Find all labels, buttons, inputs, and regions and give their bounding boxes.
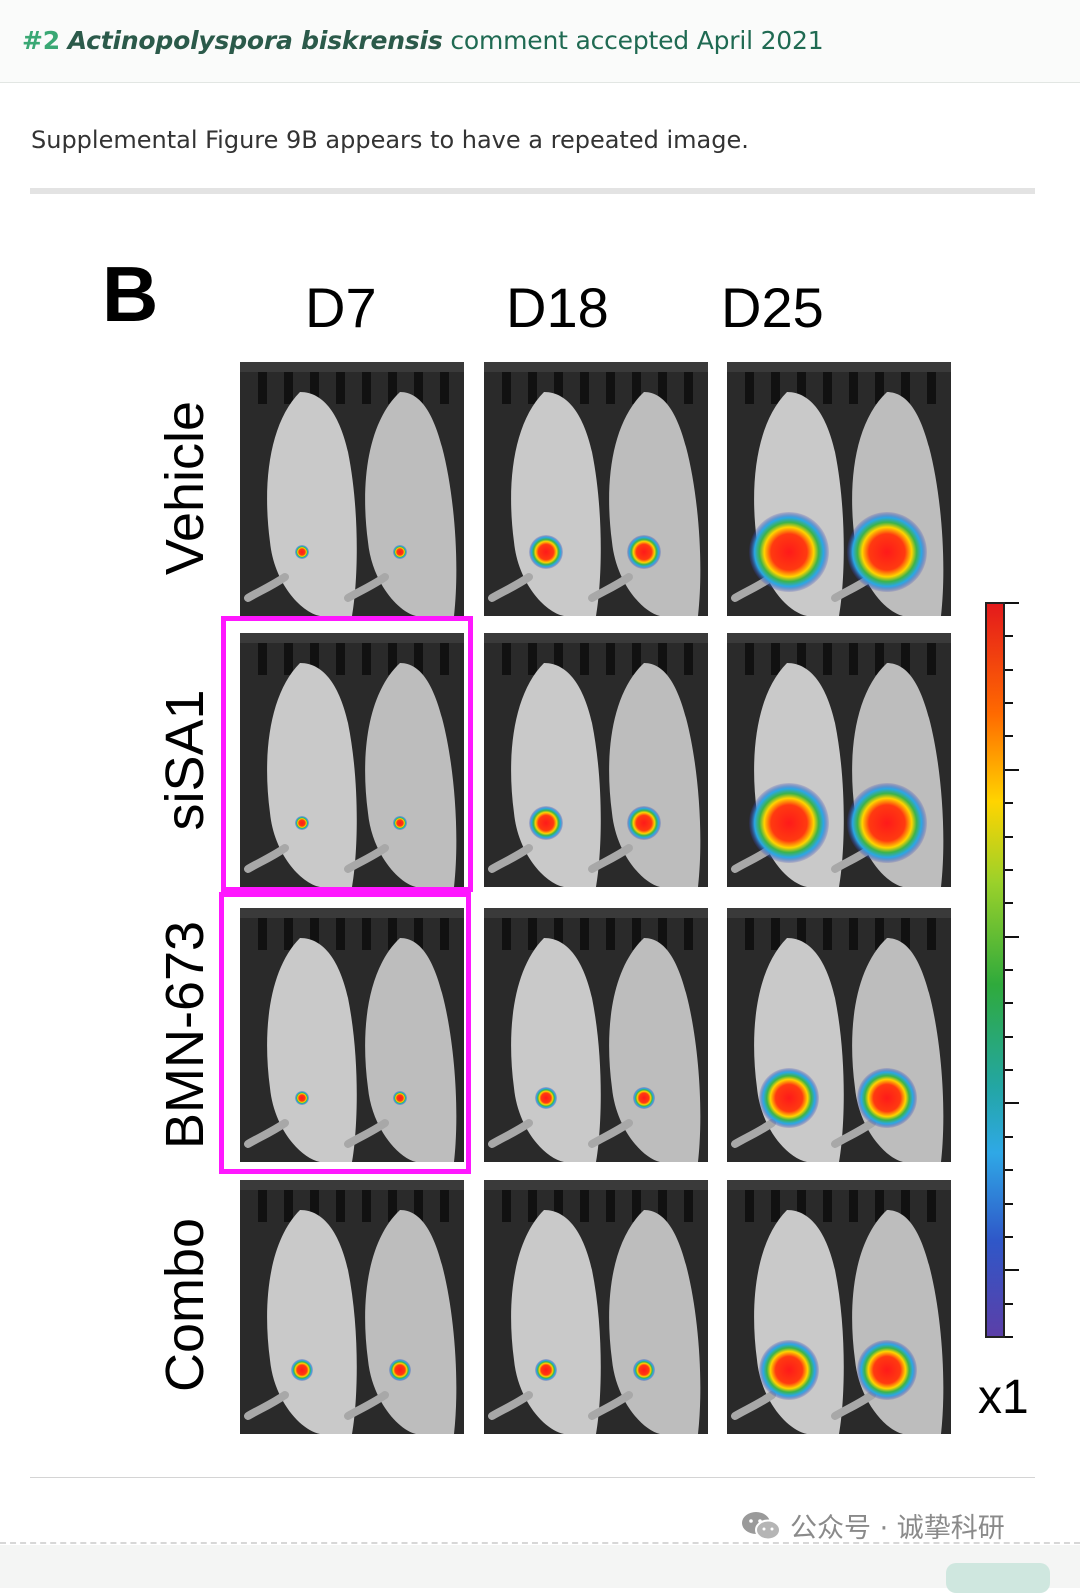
panel-letter: B (102, 250, 159, 338)
colorbar-tick (1005, 802, 1013, 805)
colorbar-ticks (1005, 602, 1019, 1338)
watermark-text: 公众号 · 诚挚科研 (790, 1513, 1005, 1544)
colorbar-tick (1005, 1135, 1013, 1138)
tile-bmn-673-d18 (484, 908, 708, 1162)
watermark: 公众号 · 诚挚科研 (740, 1506, 1005, 1545)
column-label-d7: D7 (305, 276, 377, 339)
colorbar-tick (1005, 668, 1013, 671)
comment-body: Supplemental Figure 9B appears to have a… (31, 126, 749, 154)
divider-bottom (30, 1477, 1035, 1478)
tile-sisa1-d25 (727, 633, 951, 887)
tile-sisa1-d18 (484, 633, 708, 887)
colorbar-tick (1005, 868, 1013, 871)
colorbar-tick (1005, 1069, 1013, 1072)
colorbar-tick (1005, 1035, 1013, 1038)
footer-bar (0, 1545, 1080, 1593)
colorbar-tick (1005, 735, 1013, 738)
colorbar-tick (1005, 1169, 1013, 1172)
colorbar-tick (1005, 1269, 1019, 1272)
tile-vehicle-d18 (484, 362, 708, 616)
colorbar-tick (1005, 1102, 1019, 1105)
tile-bmn-673-d7 (240, 908, 464, 1162)
comment-header: #2 Actinopolyspora biskrensis comment ac… (0, 0, 1080, 83)
row-label-bmn-673: BMN-673 (155, 920, 215, 1150)
tile-sisa1-d7 (240, 633, 464, 887)
colorbar-tick (1005, 1302, 1013, 1305)
comment-author[interactable]: Actinopolyspora biskrensis (67, 26, 443, 55)
colorbar-tick (1005, 935, 1019, 938)
dashed-separator (0, 1542, 1080, 1544)
tile-combo-d25 (727, 1180, 951, 1434)
colorbar-tick (1005, 1002, 1013, 1005)
tile-combo-d18 (484, 1180, 708, 1434)
comment-title: #2 Actinopolyspora biskrensis comment ac… (22, 26, 824, 55)
tile-combo-d7 (240, 1180, 464, 1434)
tile-bmn-673-d25 (727, 908, 951, 1162)
colorbar-tick (1005, 635, 1013, 638)
tile-vehicle-d7 (240, 362, 464, 616)
row-label-combo: Combo (155, 1217, 215, 1393)
supplemental-figure-9b: B D7 D18 D25 Vehicle siSA1 BMN-673 Combo… (0, 230, 1080, 1460)
row-label-vehicle: Vehicle (155, 400, 215, 576)
colorbar-tick (1005, 902, 1013, 905)
tile-vehicle-d25 (727, 362, 951, 616)
wechat-icon (742, 1511, 781, 1540)
row-label-sisa1: siSA1 (155, 689, 215, 831)
footer-button[interactable] (946, 1563, 1050, 1593)
colorbar-tick (1005, 702, 1013, 705)
intensity-colorbar (985, 602, 1005, 1338)
column-label-d25: D25 (721, 276, 824, 339)
colorbar-tick (1005, 969, 1013, 971)
duplicate-highlight-bmn-673-d7 (219, 892, 471, 1174)
colorbar-scale-label: x1 (978, 1371, 1029, 1424)
colorbar-tick (1005, 1336, 1013, 1338)
colorbar-tick (1005, 835, 1013, 838)
comment-status: comment accepted April 2021 (450, 26, 824, 55)
column-label-d18: D18 (506, 276, 609, 339)
colorbar-tick (1005, 602, 1019, 604)
colorbar-tick (1005, 1235, 1013, 1238)
colorbar-tick (1005, 1202, 1013, 1205)
divider-top (30, 188, 1035, 194)
comment-number[interactable]: #2 (22, 26, 60, 55)
duplicate-highlight-sisa1-d7 (221, 616, 473, 892)
colorbar-tick (1005, 768, 1019, 771)
